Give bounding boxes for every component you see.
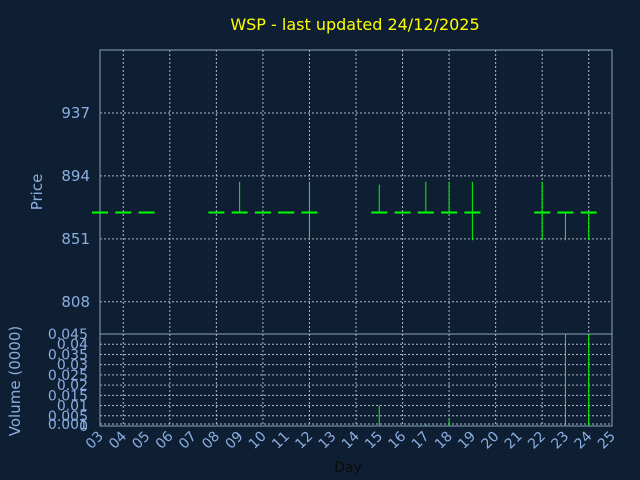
chart-title: WSP - last updated 24/12/2025 xyxy=(230,15,479,34)
x-tick-label: 15 xyxy=(362,429,386,453)
price-y-tick-label: 851 xyxy=(61,230,90,248)
volume-y-tick-label: 0.045 xyxy=(48,327,88,343)
volume-grid xyxy=(100,334,612,426)
price-y-ticks: 808 851 894 937 xyxy=(61,104,90,311)
x-tick-label: 09 xyxy=(223,429,247,453)
volume-axis-label: Volume (0000) xyxy=(6,326,24,436)
x-tick-label: 17 xyxy=(409,429,433,453)
x-tick-label: 11 xyxy=(269,429,293,453)
x-tick-label: 20 xyxy=(479,429,503,453)
x-tick-label: 21 xyxy=(502,429,526,453)
price-grid xyxy=(100,50,612,334)
x-tick-label: 05 xyxy=(129,429,153,453)
x-tick-label: 23 xyxy=(548,429,572,453)
x-tick-label: 08 xyxy=(199,429,223,453)
x-axis-label: Day xyxy=(334,460,362,476)
x-tick-label: 10 xyxy=(246,429,270,453)
volume-marks xyxy=(378,334,590,426)
x-tick-label: 04 xyxy=(106,428,130,452)
volume-y-tick-label: 0.03 xyxy=(57,358,88,374)
volume-y-tick-label: 0.005 xyxy=(48,409,88,425)
volume-y-tick-label: 0.04 xyxy=(57,337,88,353)
x-tick-label: 06 xyxy=(153,428,177,452)
volume-y-ticks: 00.0010.0050.010.0150.020.0250.030.0350.… xyxy=(48,327,88,435)
x-tick-label: 07 xyxy=(176,429,200,453)
x-tick-label: 22 xyxy=(525,429,549,453)
volume-y-tick-label: 0.01 xyxy=(57,399,88,415)
price-marks xyxy=(92,181,597,241)
x-tick-label: 18 xyxy=(432,429,456,453)
price-axis-label: Price xyxy=(28,174,46,211)
x-ticks: 03 04 05 06 07 08 09 10 11 12 13 14 15 16 17 18 19 20 21 22… xyxy=(83,428,619,452)
x-tick-label: 19 xyxy=(455,429,479,453)
volume-y-tick-label: 0.015 xyxy=(48,388,88,404)
price-y-tick-label: 894 xyxy=(61,167,90,185)
x-tick-label: 24 xyxy=(572,428,596,452)
x-tick-label: 13 xyxy=(316,429,340,453)
x-tick-label: 25 xyxy=(595,429,619,453)
price-y-tick-label: 937 xyxy=(61,104,90,122)
price-y-tick-label: 808 xyxy=(61,293,90,311)
volume-y-tick-label: 0.001 xyxy=(48,417,88,433)
x-tick-label: 12 xyxy=(292,429,316,453)
volume-y-tick-label: 0.025 xyxy=(48,368,88,384)
volume-y-tick-label: 0 xyxy=(79,419,88,435)
volume-y-tick-label: 0.02 xyxy=(57,378,88,394)
x-tick-label: 14 xyxy=(339,428,363,452)
volume-panel-frame xyxy=(99,333,613,427)
x-tick-label: 16 xyxy=(385,428,409,452)
volume-y-tick-label: 0.035 xyxy=(48,347,88,363)
